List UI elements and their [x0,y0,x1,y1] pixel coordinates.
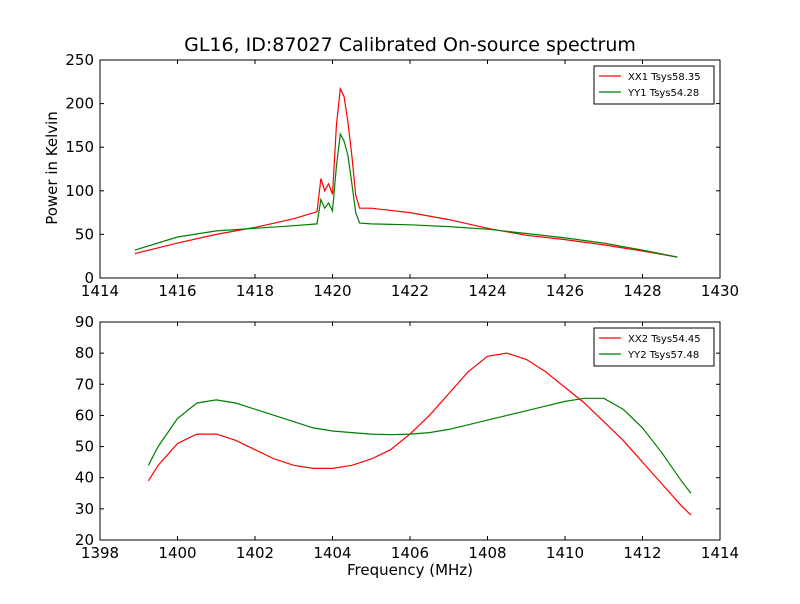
top-legend-label-2: YY1 Tsys54.28 [627,88,699,99]
top-y-tick-label: 250 [65,51,94,69]
bottom-y-tick-label: 60 [75,406,94,424]
top-y-tick-label: 0 [84,269,94,287]
bottom-x-tick-label: 1398 [81,544,119,562]
top-legend-box [593,65,715,105]
top-y-tick-label: 100 [65,182,94,200]
top-x-tick-label: 1420 [313,282,351,300]
top-y-tick-label: 200 [65,95,94,113]
top-x-tick-label: 1414 [81,282,119,300]
top-legend-label-1: XX1 Tsys58.35 [628,72,701,83]
bottom-panel: 1398 1400 1402 1404 1406 1408 1410 1412 1414 20 30… [75,313,739,562]
bottom-y-tick-label: 70 [75,375,94,393]
bottom-series-line-1 [147,352,692,516]
bottom-legend-label-1: XX2 Tsys54.45 [628,334,701,345]
bottom-y-tick-label: 20 [75,531,94,549]
top-x-tick-label: 1430 [701,282,739,300]
bottom-x-tick-label: 1414 [701,544,739,562]
bottom-x-tick-label: 1404 [313,544,351,562]
top-x-tick-label: 1416 [158,282,196,300]
bottom-legend-box [593,327,715,367]
bottom-x-tick-label: 1402 [236,544,274,562]
top-y-tick-label: 150 [65,138,94,156]
bottom-series-line-2 [147,397,692,494]
top-y-axis-label: Power in Kelvin [43,111,61,225]
bottom-x-axis-label: Frequency (MHz) [346,561,474,579]
top-x-tick-label: 1428 [623,282,661,300]
top-x-tick-label: 1422 [391,282,429,300]
bottom-x-tick-label: 1408 [468,544,506,562]
bottom-x-tick-label: 1400 [158,544,196,562]
bottom-legend-label-2: YY2 Tsys57.48 [627,350,699,361]
top-x-tick-label: 1418 [236,282,274,300]
top-x-tick-label: 1424 [468,282,506,300]
top-y-tick-label: 50 [75,225,94,243]
bottom-x-tick-label: 1406 [391,544,429,562]
top-series-line-2 [134,132,678,258]
bottom-x-tick-label: 1410 [546,544,584,562]
bottom-y-tick-label: 40 [75,469,94,487]
bottom-x-tick-label: 1412 [623,544,661,562]
top-series-line-1 [134,86,678,258]
top-x-tick-label: 1426 [546,282,584,300]
bottom-y-tick-label: 80 [75,344,94,362]
bottom-y-tick-label: 30 [75,500,94,518]
top-legend: XX1 Tsys58.35 YY1 Tsys54.28 [593,65,715,105]
chart-title: GL16, ID:87027 Calibrated On-source spec… [184,34,636,56]
bottom-y-tick-label: 90 [75,313,94,331]
top-panel: 1414 1416 1418 1420 1422 1424 1426 1428 1430 0 50 1… [65,51,739,300]
bottom-y-tick-label: 50 [75,438,94,456]
bottom-legend: XX2 Tsys54.45 YY2 Tsys57.48 [593,327,715,367]
